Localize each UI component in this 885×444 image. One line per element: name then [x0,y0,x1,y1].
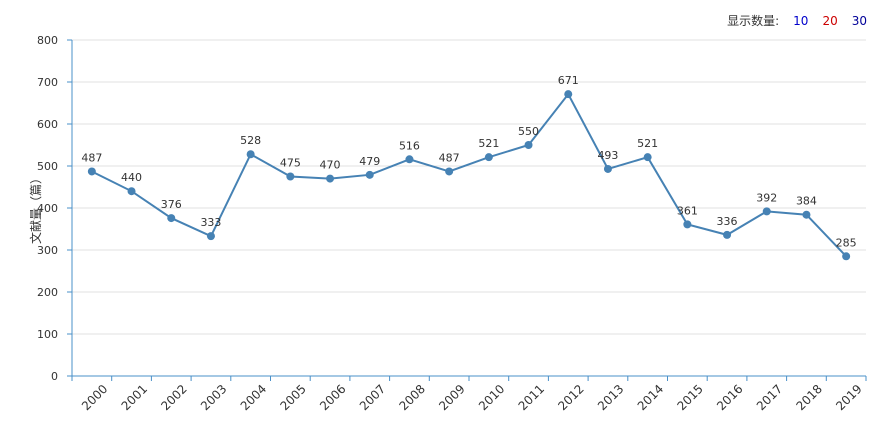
x-tick-label-12: 2012 [555,382,586,413]
data-point-2003[interactable] [206,232,215,241]
x-tick-label-10: 2010 [476,382,507,413]
y-tick-label-7: 700 [37,76,58,89]
data-label-2016: 336 [717,215,738,228]
x-tick-label-6: 2006 [317,382,348,413]
x-tick-label-18: 2018 [794,382,825,413]
x-tick-label-16: 2016 [714,382,745,413]
x-tick-label-7: 2007 [357,382,388,413]
data-label-2019: 285 [836,236,857,249]
x-tick-label-17: 2017 [754,382,785,413]
data-label-2012: 671 [558,74,579,87]
data-label-2004: 528 [240,134,261,147]
x-tick-label-15: 2015 [674,382,705,413]
data-point-2000[interactable] [87,167,96,176]
x-tick-label-19: 2019 [833,382,864,413]
data-point-2004[interactable] [246,150,255,159]
display-count-label: 显示数量: [727,14,780,28]
data-label-2005: 475 [280,157,301,170]
series-polyline [91,92,847,257]
data-point-2015[interactable] [683,220,692,229]
display-count-control: 显示数量: 10 20 30 [727,12,867,29]
display-count-option-30[interactable]: 30 [851,13,867,28]
data-point-2010[interactable] [484,153,493,162]
data-point-2017[interactable] [762,207,771,216]
y-tick-label-3: 300 [37,244,58,257]
data-label-2013: 493 [597,149,618,162]
data-point-2014[interactable] [643,153,652,162]
y-axis-label: 文献量（篇） [28,172,43,244]
x-tick-label-0: 2000 [79,382,110,413]
x-tick-label-5: 2005 [277,382,308,413]
data-label-2006: 470 [320,159,341,172]
data-point-2013[interactable] [603,164,612,173]
data-point-2011[interactable] [524,141,533,149]
data-label-2007: 479 [359,155,380,168]
x-tick-label-4: 2004 [238,382,269,413]
data-label-2018: 384 [796,195,817,208]
data-point-2012[interactable] [564,90,573,99]
data-label-2008: 516 [399,139,420,152]
data-label-2000: 487 [81,151,102,164]
data-point-2007[interactable] [365,170,374,179]
data-labels: 487 440 376 333 528 475 470 479 516 487 521 550 671 4… [81,74,856,249]
data-label-2015: 361 [677,204,698,217]
data-point-2006[interactable] [326,174,335,183]
x-tick-label-1: 2001 [119,382,150,413]
data-label-2001: 440 [121,171,142,184]
display-count-option-10[interactable]: 10 [793,13,809,28]
data-label-2010: 521 [478,137,499,150]
data-label-2011: 550 [518,125,539,138]
x-tick-label-9: 2009 [436,382,467,413]
y-tick-label-4: 400 [37,202,58,215]
y-tick-label-2: 200 [37,286,58,299]
data-label-2002: 376 [161,198,182,211]
data-label-2009: 487 [439,151,460,164]
y-axis-ticks: 0 100 200 300 400 500 600 700 800 [37,34,72,383]
data-label-2017: 392 [756,191,777,204]
data-point-2001[interactable] [127,187,136,196]
y-tick-label-8: 800 [37,34,58,47]
data-point-2002[interactable] [167,214,176,223]
y-tick-label-6: 600 [37,118,58,131]
data-point-2008[interactable] [405,155,414,164]
data-point-2005[interactable] [286,172,295,181]
y-tick-label-1: 100 [37,328,58,341]
data-point-2009[interactable] [445,167,454,176]
y-tick-label-5: 500 [37,160,58,173]
series-line [91,92,847,257]
data-point-2016[interactable] [723,230,732,239]
data-label-2003: 333 [200,216,221,229]
gridlines [72,39,866,335]
data-point-2018[interactable] [802,210,811,219]
data-points [87,90,851,261]
x-tick-label-11: 2011 [516,382,547,413]
x-tick-label-14: 2014 [635,382,666,413]
display-count-option-20[interactable]: 20 [822,13,838,28]
x-tick-label-2: 2002 [158,382,189,413]
y-tick-label-0: 0 [51,370,58,383]
data-label-2014: 521 [637,137,658,150]
data-point-2019[interactable] [842,252,851,261]
x-tick-label-8: 2008 [397,382,428,413]
x-tick-label-13: 2013 [595,382,626,413]
x-tick-label-3: 2003 [198,382,229,413]
x-axis-ticks: 2000 2001 2002 2003 2004 2005 2006 2007 2008 2009… [71,376,867,413]
